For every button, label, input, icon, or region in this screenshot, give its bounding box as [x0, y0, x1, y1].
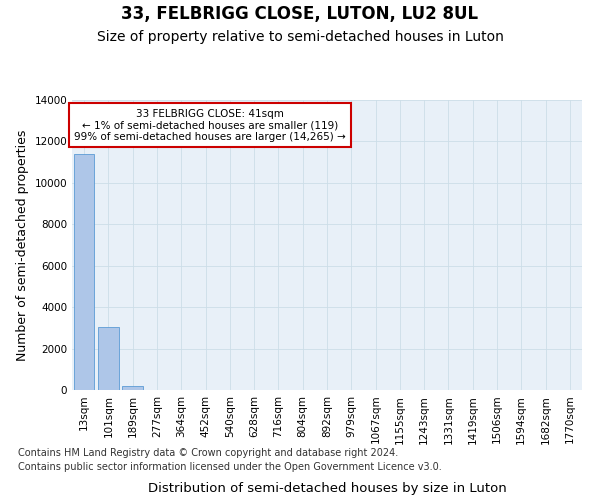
Text: 33 FELBRIGG CLOSE: 41sqm
← 1% of semi-detached houses are smaller (119)
99% of s: 33 FELBRIGG CLOSE: 41sqm ← 1% of semi-de…: [74, 108, 346, 142]
Text: Contains public sector information licensed under the Open Government Licence v3: Contains public sector information licen…: [18, 462, 442, 472]
Bar: [98, 327, 119, 390]
Bar: [74, 154, 94, 390]
Text: Contains HM Land Registry data © Crown copyright and database right 2024.: Contains HM Land Registry data © Crown c…: [18, 448, 398, 458]
Text: 33, FELBRIGG CLOSE, LUTON, LU2 8UL: 33, FELBRIGG CLOSE, LUTON, LU2 8UL: [121, 5, 479, 23]
Bar: [122, 386, 143, 390]
Y-axis label: Number of semi-detached properties: Number of semi-detached properties: [16, 130, 29, 360]
Text: Size of property relative to semi-detached houses in Luton: Size of property relative to semi-detach…: [97, 30, 503, 44]
Text: Distribution of semi-detached houses by size in Luton: Distribution of semi-detached houses by …: [148, 482, 506, 495]
